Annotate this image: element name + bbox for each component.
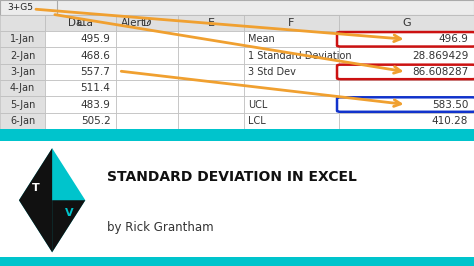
Bar (178, 15, 244, 31)
Bar (0, 64, 45, 80)
Bar (0, 31, 45, 47)
Text: 86.608287: 86.608287 (412, 67, 468, 77)
Bar (339, 15, 474, 31)
Text: C: C (77, 18, 84, 28)
Text: 3-Jan: 3-Jan (10, 67, 35, 77)
Bar (116, 47, 178, 64)
Bar (0, 257, 474, 266)
Bar (0, 113, 45, 129)
Text: 495.9: 495.9 (81, 34, 110, 44)
Text: D: D (143, 18, 151, 28)
Text: V: V (65, 208, 73, 218)
Text: 505.2: 505.2 (81, 116, 110, 126)
Polygon shape (52, 200, 85, 252)
Text: 28.869429: 28.869429 (412, 51, 468, 61)
Text: STANDARD DEVIATION IN EXCEL: STANDARD DEVIATION IN EXCEL (107, 170, 356, 184)
Text: 496.9: 496.9 (438, 34, 468, 44)
Text: 1-Jan: 1-Jan (10, 34, 35, 44)
Bar (339, 113, 474, 129)
Text: 483.9: 483.9 (81, 99, 110, 110)
Bar (45, 64, 116, 80)
Text: 5-Jan: 5-Jan (10, 99, 35, 110)
Bar (45, 96, 116, 113)
Bar (0, 129, 474, 141)
Bar (178, 47, 244, 64)
Bar (45, 80, 116, 96)
Text: by Rick Grantham: by Rick Grantham (107, 221, 213, 234)
Bar (116, 113, 178, 129)
Text: Alert?: Alert? (121, 18, 151, 28)
Bar (178, 31, 244, 47)
Bar (0, 47, 45, 64)
Bar (116, 15, 178, 31)
Bar (178, 80, 244, 96)
Bar (178, 113, 244, 129)
Bar (178, 64, 244, 80)
Bar (45, 31, 116, 47)
Text: G: G (402, 18, 411, 28)
Bar (0, 0, 474, 15)
Bar (116, 96, 178, 113)
Text: 3 Std Dev: 3 Std Dev (248, 67, 296, 77)
Text: 3+G5: 3+G5 (7, 3, 33, 12)
Text: LCL: LCL (248, 116, 265, 126)
Text: 1 Standard Deviation: 1 Standard Deviation (248, 51, 352, 61)
Polygon shape (19, 148, 85, 252)
Bar (244, 96, 339, 113)
Bar (45, 113, 116, 129)
Bar (0, 15, 45, 31)
Bar (178, 96, 244, 113)
Bar (244, 80, 339, 96)
Bar (0, 0, 57, 15)
Bar (339, 47, 474, 64)
Bar (339, 31, 474, 47)
Bar (244, 31, 339, 47)
Text: F: F (288, 18, 295, 28)
Text: Mean: Mean (248, 34, 274, 44)
Text: Data: Data (68, 18, 93, 28)
Bar (339, 64, 474, 80)
FancyBboxPatch shape (337, 97, 474, 112)
Text: UCL: UCL (248, 99, 267, 110)
Text: 410.28: 410.28 (432, 116, 468, 126)
Text: 557.7: 557.7 (81, 67, 110, 77)
Bar (116, 64, 178, 80)
Bar (116, 80, 178, 96)
Text: 4-Jan: 4-Jan (10, 83, 35, 93)
Bar (244, 15, 339, 31)
Text: E: E (208, 18, 214, 28)
Bar (244, 64, 339, 80)
Bar (339, 96, 474, 113)
Bar (0, 80, 45, 96)
Text: 511.4: 511.4 (81, 83, 110, 93)
Text: 6-Jan: 6-Jan (10, 116, 35, 126)
Bar (116, 31, 178, 47)
Text: 2-Jan: 2-Jan (10, 51, 35, 61)
FancyBboxPatch shape (337, 65, 474, 79)
Polygon shape (19, 148, 52, 252)
Bar (45, 15, 116, 31)
Text: T: T (32, 183, 40, 193)
FancyBboxPatch shape (337, 32, 474, 47)
Bar (339, 80, 474, 96)
Text: 468.6: 468.6 (81, 51, 110, 61)
Bar (244, 113, 339, 129)
Bar (45, 47, 116, 64)
Bar (244, 47, 339, 64)
Text: 583.50: 583.50 (432, 99, 468, 110)
Bar (0, 96, 45, 113)
